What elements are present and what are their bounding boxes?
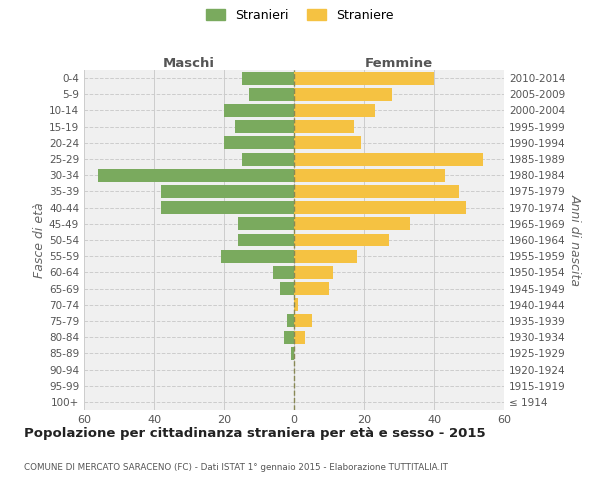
Bar	[294, 72, 434, 85]
Bar	[224, 104, 294, 117]
Bar	[294, 330, 305, 344]
Bar	[294, 218, 409, 230]
Bar	[294, 120, 353, 133]
Text: COMUNE DI MERCATO SARACENO (FC) - Dati ISTAT 1° gennaio 2015 - Elaborazione TUTT: COMUNE DI MERCATO SARACENO (FC) - Dati I…	[24, 462, 448, 471]
Bar	[294, 136, 361, 149]
Bar	[221, 250, 294, 262]
Bar	[98, 169, 294, 181]
Bar	[294, 169, 445, 181]
Bar	[294, 152, 483, 166]
Bar	[284, 330, 294, 344]
Bar	[294, 282, 329, 295]
Bar	[294, 266, 332, 279]
Bar	[241, 152, 294, 166]
Bar	[161, 185, 294, 198]
Text: Popolazione per cittadinanza straniera per età e sesso - 2015: Popolazione per cittadinanza straniera p…	[24, 428, 485, 440]
Bar	[294, 314, 311, 328]
Y-axis label: Anni di nascita: Anni di nascita	[568, 194, 581, 286]
Bar	[294, 234, 389, 246]
Bar	[294, 201, 466, 214]
Bar	[235, 120, 294, 133]
Bar	[290, 347, 294, 360]
Bar	[238, 218, 294, 230]
Text: Maschi: Maschi	[163, 57, 215, 70]
Bar	[248, 88, 294, 101]
Bar	[273, 266, 294, 279]
Y-axis label: Fasce di età: Fasce di età	[33, 202, 46, 278]
Bar	[287, 314, 294, 328]
Text: Femmine: Femmine	[365, 57, 433, 70]
Bar	[294, 298, 298, 311]
Bar	[161, 201, 294, 214]
Bar	[294, 250, 357, 262]
Bar	[224, 136, 294, 149]
Bar	[294, 185, 458, 198]
Bar	[241, 72, 294, 85]
Bar	[280, 282, 294, 295]
Bar	[238, 234, 294, 246]
Legend: Stranieri, Straniere: Stranieri, Straniere	[206, 8, 394, 22]
Bar	[294, 88, 392, 101]
Bar	[294, 104, 374, 117]
